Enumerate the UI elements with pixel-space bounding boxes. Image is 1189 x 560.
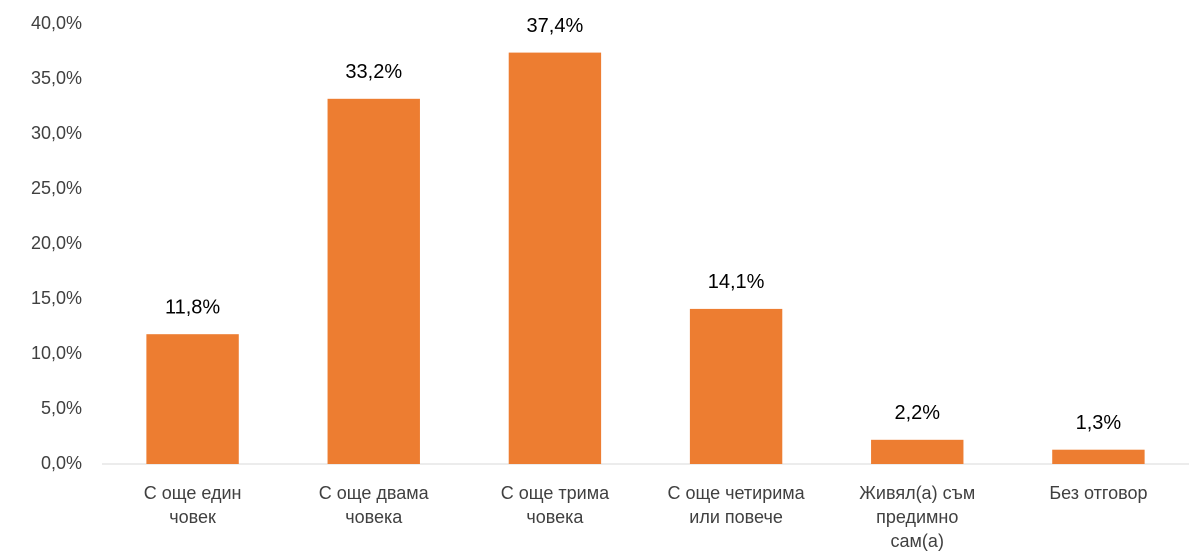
y-tick-label: 10,0% <box>31 343 82 363</box>
y-tick-label: 20,0% <box>31 233 82 253</box>
x-tick-label: С още трима човека <box>501 483 610 527</box>
y-tick-label: 35,0% <box>31 68 82 88</box>
bar <box>327 98 420 465</box>
y-tick-label: 0,0% <box>41 453 82 473</box>
x-tick-label: Живял(а) съм предимно сам(а) <box>859 483 975 551</box>
bar <box>146 334 239 464</box>
y-tick-label: 25,0% <box>31 178 82 198</box>
x-tick-label: С още четирима или повече <box>667 483 805 527</box>
y-tick-label: 15,0% <box>31 288 82 308</box>
bar <box>508 52 602 464</box>
value-label: 14,1% <box>708 271 765 293</box>
x-tick-label: С още един човек <box>144 483 242 527</box>
x-tick-label: Без отговор <box>1049 483 1147 503</box>
value-label: 2,2% <box>894 402 940 424</box>
value-label: 33,2% <box>345 61 402 83</box>
value-label: 37,4% <box>527 15 584 37</box>
x-tick-label: С още двама човека <box>319 483 430 527</box>
y-tick-label: 5,0% <box>41 398 82 418</box>
y-tick-label: 30,0% <box>31 123 82 143</box>
y-tick-label: 40,0% <box>31 13 82 33</box>
bar <box>1052 449 1145 464</box>
value-label: 1,3% <box>1076 412 1122 434</box>
bar <box>689 308 783 464</box>
bar <box>871 439 964 464</box>
value-label: 11,8% <box>165 296 220 318</box>
